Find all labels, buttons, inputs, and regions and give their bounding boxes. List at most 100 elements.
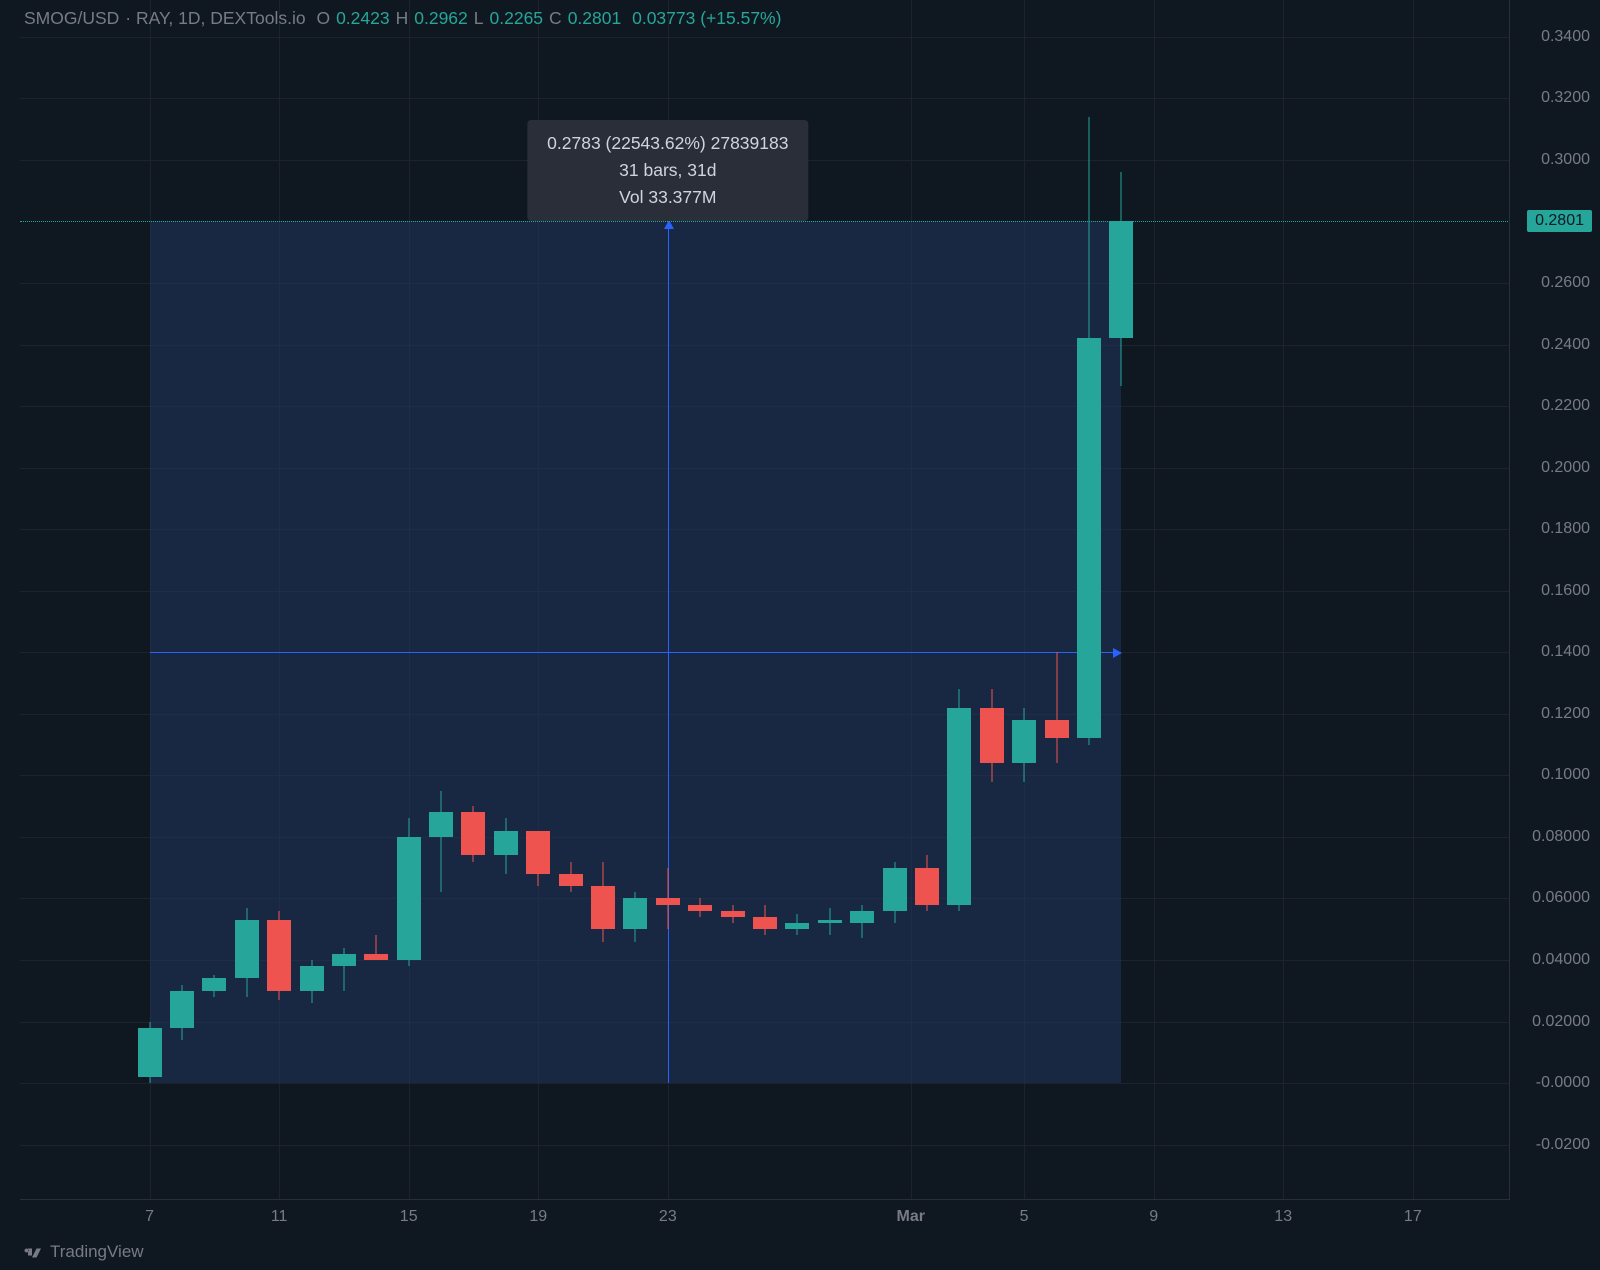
measure-arrow-horizontal [150, 652, 1122, 653]
ohlc-o-label: O [312, 8, 331, 29]
candle-body [170, 991, 194, 1028]
grid-line-h [20, 98, 1510, 99]
candle-body [267, 920, 291, 991]
y-axis-tick: 0.2000 [1541, 459, 1590, 477]
candle-body [364, 954, 388, 960]
candle-wick [441, 791, 442, 893]
grid-line-h [20, 529, 1510, 530]
grid-line-v [1283, 0, 1284, 1200]
tradingview-logo-icon [24, 1245, 44, 1259]
y-axis-tick: 0.3200 [1541, 89, 1590, 107]
current-price-line [20, 221, 1510, 222]
candle-body [688, 905, 712, 911]
candle-body [138, 1028, 162, 1077]
ohlc-l-label: L [474, 8, 484, 29]
grid-line-h [20, 283, 1510, 284]
grid-line-h [20, 1145, 1510, 1146]
candle-body [1109, 221, 1133, 337]
tooltip-line1: 0.2783 (22543.62%) 27839183 [547, 130, 788, 157]
grid-line-v [279, 0, 280, 1200]
grid-line-v [1024, 0, 1025, 1200]
candle-body [494, 831, 518, 856]
grid-line-v [1154, 0, 1155, 1200]
y-axis-tick: 0.2400 [1541, 336, 1590, 354]
candle-body [785, 923, 809, 929]
candle-body [1045, 720, 1069, 738]
candle-body [656, 898, 680, 904]
x-axis-tick: 13 [1274, 1208, 1292, 1226]
ohlc-l: 0.2265 [490, 8, 544, 29]
x-axis-tick: 15 [400, 1208, 418, 1226]
x-axis-tick: 19 [529, 1208, 547, 1226]
symbol-pair[interactable]: SMOG/USD [24, 8, 119, 29]
x-axis-tick: 17 [1404, 1208, 1422, 1226]
grid-line-v [1413, 0, 1414, 1200]
grid-line-h [20, 345, 1510, 346]
ohlc-change: 0.03773 (+15.57%) [627, 8, 781, 29]
x-axis[interactable]: 711151923Mar591317 [20, 1200, 1510, 1232]
grid-line-h [20, 837, 1510, 838]
y-axis-tick: 0.2200 [1541, 397, 1590, 415]
grid-line-h [20, 37, 1510, 38]
measure-tooltip: 0.2783 (22543.62%) 2783918331 bars, 31dV… [527, 120, 808, 221]
candle-body [429, 812, 453, 837]
ohlc-c-label: C [549, 8, 562, 29]
candle-body [461, 812, 485, 855]
y-axis-tick: 0.1400 [1541, 643, 1590, 661]
candle-body [915, 868, 939, 905]
y-axis-tick: 0.3400 [1541, 28, 1590, 46]
y-axis-tick: -0.0000 [1536, 1074, 1590, 1092]
ohlc-o: 0.2423 [336, 8, 390, 29]
candle-body [526, 831, 550, 874]
y-axis-tick: 0.08000 [1532, 828, 1590, 846]
candle-body [818, 920, 842, 923]
candle-body [850, 911, 874, 923]
candle-body [397, 837, 421, 960]
candle-body [947, 708, 971, 905]
ohlc-h: 0.2962 [414, 8, 468, 29]
symbol-source: · RAY, 1D, DEXTools.io [125, 8, 305, 29]
y-axis-tick: -0.0200 [1536, 1136, 1590, 1154]
grid-line-v [911, 0, 912, 1200]
y-axis-tick: 0.02000 [1532, 1013, 1590, 1031]
grid-line-h [20, 1083, 1510, 1084]
y-axis-tick: 0.3000 [1541, 151, 1590, 169]
current-price-label: 0.2801 [1527, 210, 1592, 232]
candle-body [332, 954, 356, 966]
grid-line-h [20, 775, 1510, 776]
y-axis-tick: 0.1000 [1541, 766, 1590, 784]
candle-body [202, 978, 226, 990]
candle-wick [1056, 652, 1057, 763]
tooltip-line3: Vol 33.377M [547, 184, 788, 211]
chart-plot-area[interactable]: 0.2783 (22543.62%) 2783918331 bars, 31dV… [20, 0, 1510, 1200]
grid-line-h [20, 898, 1510, 899]
y-axis-tick: 0.04000 [1532, 951, 1590, 969]
candle-body [591, 886, 615, 929]
x-axis-tick: 11 [271, 1208, 288, 1226]
candle-body [559, 874, 583, 886]
y-axis-tick: 0.1200 [1541, 705, 1590, 723]
candle-body [721, 911, 745, 917]
tooltip-line2: 31 bars, 31d [547, 157, 788, 184]
tradingview-branding[interactable]: TradingView [24, 1242, 144, 1262]
grid-line-h [20, 468, 1510, 469]
grid-line-v [150, 0, 151, 1200]
x-axis-tick: 23 [659, 1208, 677, 1226]
branding-text: TradingView [50, 1242, 144, 1262]
y-axis[interactable]: 0.3400 0.3200 0.3000 0.2600 0.2400 0.2200 0.20… [1510, 0, 1600, 1200]
grid-line-h [20, 714, 1510, 715]
ohlc-c: 0.2801 [568, 8, 622, 29]
y-axis-tick: 0.1600 [1541, 582, 1590, 600]
x-axis-tick: 5 [1020, 1208, 1029, 1226]
chart-legend: SMOG/USD · RAY, 1D, DEXTools.io O0.2423 … [24, 8, 781, 29]
y-axis-tick: 0.2600 [1541, 274, 1590, 292]
grid-line-h [20, 1022, 1510, 1023]
x-axis-tick: 9 [1149, 1208, 1158, 1226]
candle-body [1077, 338, 1101, 738]
x-axis-tick: 7 [145, 1208, 154, 1226]
ohlc-h-label: H [396, 8, 409, 29]
grid-line-v [409, 0, 410, 1200]
candle-body [1012, 720, 1036, 763]
candle-body [753, 917, 777, 929]
chart-container: SMOG/USD · RAY, 1D, DEXTools.io O0.2423 … [0, 0, 1600, 1270]
